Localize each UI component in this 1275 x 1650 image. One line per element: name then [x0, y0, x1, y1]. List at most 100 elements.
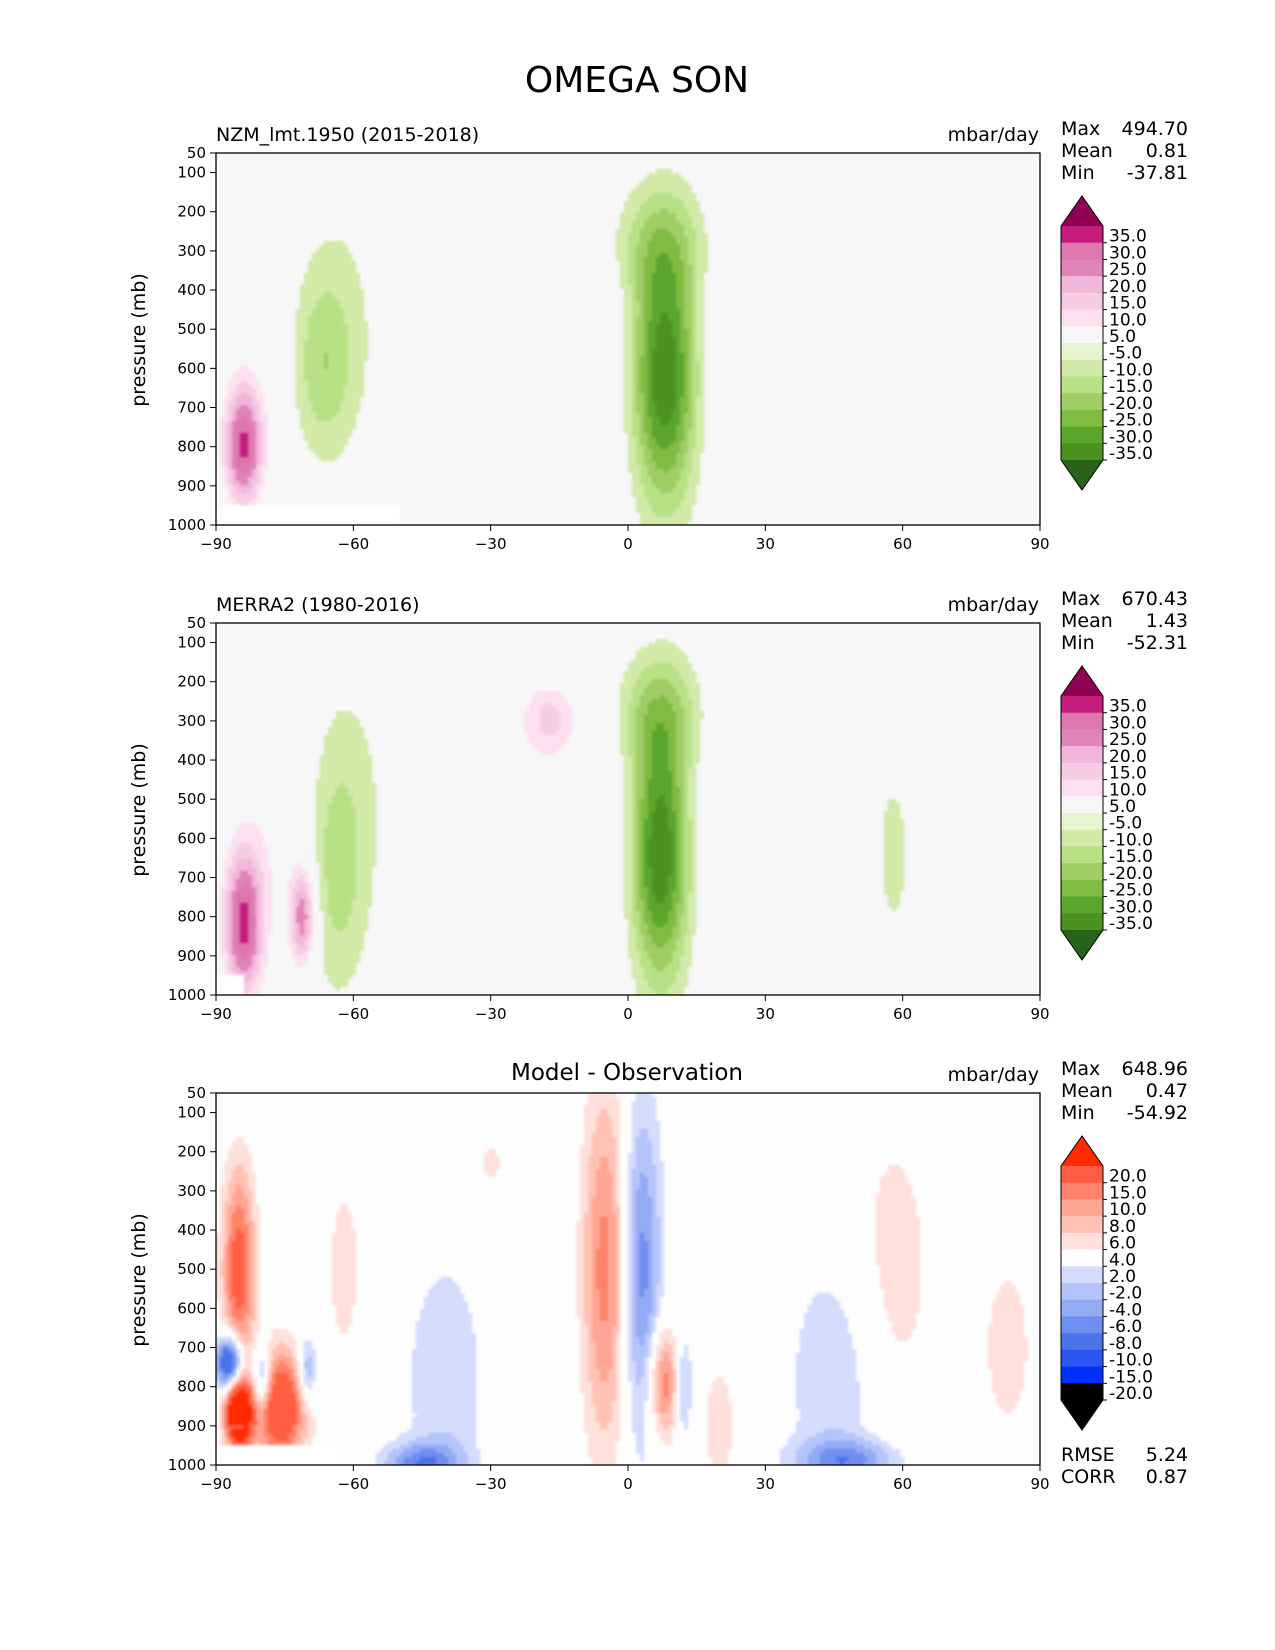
colorbar-label: 35.0	[1109, 697, 1147, 717]
colorbar-segment	[1061, 1316, 1103, 1334]
colorbar-label: -8.0	[1109, 1334, 1142, 1354]
x-tick-label: −60	[338, 535, 370, 553]
colorbar-label: 25.0	[1109, 730, 1147, 750]
x-tick-label: 90	[1030, 535, 1049, 553]
panel-observation: MERRA2 (1980-2016) mbar/day Max 670.43 M…	[128, 588, 1188, 1023]
y-tick-label: 400	[177, 751, 206, 769]
colorbar-segment	[1061, 393, 1103, 411]
colorbar-segment	[1061, 779, 1103, 797]
contour-field	[216, 153, 1040, 525]
colorbar-label: 15.0	[1109, 1183, 1147, 1203]
y-tick-label: 100	[177, 634, 206, 652]
rmse-value: 5.24	[1146, 1444, 1188, 1466]
y-tick-label: 400	[177, 1221, 206, 1239]
contour-field	[216, 623, 1040, 995]
colorbar-label: 20.0	[1109, 277, 1147, 297]
stat-max-label: Max	[1061, 118, 1100, 140]
panel-left-title: NZM_lmt.1950 (2015-2018)	[216, 124, 479, 146]
colorbar-top-extend	[1061, 196, 1103, 226]
colorbar-label: 2.0	[1109, 1267, 1136, 1287]
figure-title: OMEGA SON	[525, 60, 749, 101]
y-axis-label: pressure (mb)	[128, 1213, 150, 1347]
colorbar-label: -20.0	[1109, 1384, 1153, 1404]
y-tick-label: 700	[177, 1339, 206, 1357]
y-tick-label: 900	[177, 477, 206, 495]
panel-left-title: MERRA2 (1980-2016)	[216, 594, 420, 616]
colorbar-segment	[1061, 1383, 1103, 1401]
y-tick-label: 200	[177, 1143, 206, 1161]
colorbar-segment	[1061, 426, 1103, 444]
x-tick-label: 0	[623, 535, 633, 553]
corr-value: 0.87	[1146, 1466, 1188, 1488]
y-tick-label: 800	[177, 1378, 206, 1396]
stat-min-label: Min	[1061, 1102, 1095, 1124]
colorbar-label: -2.0	[1109, 1284, 1142, 1304]
colorbar-label: 10.0	[1109, 780, 1147, 800]
colorbar-segment	[1061, 259, 1103, 277]
rmse-label: RMSE	[1061, 1444, 1115, 1466]
colorbar-segment	[1061, 1182, 1103, 1200]
panel-model: NZM_lmt.1950 (2015-2018) mbar/day Max 49…	[128, 118, 1188, 553]
y-tick-label: 600	[177, 1299, 206, 1317]
colorbar-segment	[1061, 846, 1103, 864]
y-tick-label: 1000	[168, 516, 206, 534]
y-tick-label: 800	[177, 438, 206, 456]
y-tick-label: 400	[177, 281, 206, 299]
y-axis-label: pressure (mb)	[128, 273, 150, 407]
y-tick-label: 50	[187, 144, 206, 162]
x-tick-label: 0	[623, 1005, 633, 1023]
panel-units: mbar/day	[948, 124, 1039, 146]
colorbar-bottom-extend	[1061, 460, 1103, 490]
colorbar-segment	[1061, 276, 1103, 294]
colorbar-label: 6.0	[1109, 1234, 1136, 1254]
y-tick-label: 300	[177, 242, 206, 260]
x-tick-label: −60	[338, 1475, 370, 1493]
x-tick-label: 90	[1030, 1005, 1049, 1023]
colorbar-segment	[1061, 879, 1103, 898]
colorbar-label: 30.0	[1109, 243, 1147, 263]
colorbar-segment	[1061, 1249, 1103, 1267]
y-tick-label: 200	[177, 203, 206, 221]
stat-max-value: 494.70	[1122, 118, 1188, 140]
x-tick-label: 30	[756, 1005, 775, 1023]
stat-min-value: -54.92	[1127, 1102, 1188, 1124]
colorbar-segment	[1061, 443, 1103, 461]
colorbar-segment	[1061, 409, 1103, 428]
y-tick-label: 1000	[168, 1456, 206, 1474]
colorbar-segment	[1061, 762, 1103, 781]
colorbar-label: 4.0	[1109, 1250, 1136, 1270]
x-tick-label: 60	[893, 1475, 912, 1493]
x-tick-label: −30	[475, 535, 507, 553]
colorbar-segment	[1061, 343, 1103, 361]
y-tick-label: 200	[177, 673, 206, 691]
y-tick-label: 800	[177, 908, 206, 926]
colorbar-label: -20.0	[1109, 864, 1153, 884]
x-tick-label: 0	[623, 1475, 633, 1493]
colorbar-segment	[1061, 1299, 1103, 1317]
colorbar-label: -6.0	[1109, 1317, 1142, 1337]
stat-min-value: -52.31	[1127, 632, 1188, 654]
y-tick-label: 700	[177, 869, 206, 887]
colorbar-label: 25.0	[1109, 260, 1147, 280]
colorbar-label: -20.0	[1109, 394, 1153, 414]
colorbar-segment	[1061, 226, 1103, 244]
colorbar-label: -35.0	[1109, 444, 1153, 464]
x-tick-label: 60	[893, 1005, 912, 1023]
colorbar-label: 30.0	[1109, 713, 1147, 733]
y-tick-label: 100	[177, 1104, 206, 1122]
colorbar-segment	[1061, 1216, 1103, 1234]
y-tick-label: 300	[177, 712, 206, 730]
panel-difference: Model - Observation mbar/day Max 648.96 …	[128, 1058, 1188, 1493]
y-tick-label: 500	[177, 320, 206, 338]
x-tick-label: 90	[1030, 1475, 1049, 1493]
panel-center-title: Model - Observation	[511, 1060, 743, 1086]
colorbar-segment	[1061, 1232, 1103, 1251]
contour-field	[216, 1093, 1040, 1465]
y-tick-label: 600	[177, 829, 206, 847]
colorbar-segment	[1061, 863, 1103, 881]
colorbar-label: -30.0	[1109, 897, 1153, 917]
colorbar-label: -10.0	[1109, 360, 1153, 380]
colorbar-label: 5.0	[1109, 797, 1136, 817]
stat-mean-value: 0.47	[1146, 1080, 1188, 1102]
